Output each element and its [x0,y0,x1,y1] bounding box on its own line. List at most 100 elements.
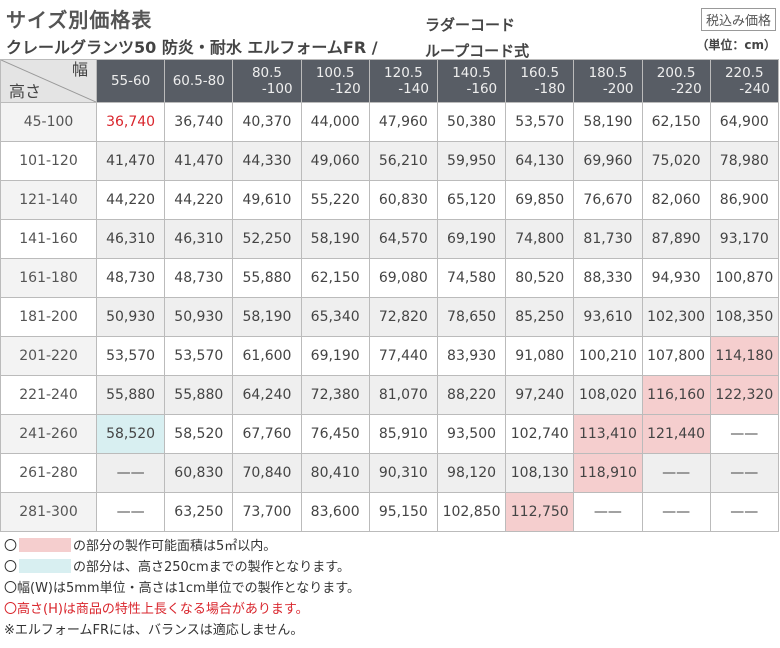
price-cell: 86,900 [709,180,779,220]
price-cell: 83,930 [436,336,507,376]
table-row: 201-220 53,570 53,570 61,600 69,190 77,440 83,… [0,336,779,376]
column-header-line1: 140.5 [452,65,491,81]
price-cell: 83,600 [300,492,370,532]
price-cell: 64,570 [368,219,438,259]
price-cell: 47,960 [368,102,438,142]
price-cell: 95,150 [368,492,438,532]
price-cell: 74,580 [436,258,507,298]
price-cell: 85,910 [368,414,438,454]
price-cell: 49,060 [300,141,370,181]
price-cell: 69,850 [505,180,575,220]
column-header: 120.5 -140 [368,59,438,103]
price-cell: 72,380 [300,375,370,415]
row-height-label: 45-100 [0,102,97,142]
price-cell: 94,930 [641,258,711,298]
price-cell: 44,220 [164,180,234,220]
column-header: 160.5 -180 [505,59,575,103]
price-cell: 53,570 [95,336,166,376]
price-cell: 76,450 [300,414,370,454]
price-cell: 62,150 [300,258,370,298]
cord-type-loop: ループコード式 [425,42,530,60]
table-row: 281-300 —— 63,250 73,700 83,600 95,150 102,850… [0,492,779,532]
price-cell: 100,870 [709,258,779,298]
table-row: 101-120 41,470 41,470 44,330 49,060 56,210 59,… [0,141,779,181]
price-cell: 48,730 [95,258,166,298]
price-cell: 55,880 [164,375,234,415]
pink-swatch [19,538,72,552]
column-header: 180.5 -200 [573,59,643,103]
price-cell: 50,930 [95,297,166,337]
price-cell: 69,190 [300,336,370,376]
price-cell: 113,410 [573,414,643,454]
row-height-label: 261-280 [0,453,97,493]
column-header-line2: -240 [739,81,770,97]
price-cell: 81,070 [368,375,438,415]
price-cell: 88,220 [436,375,507,415]
row-height-label: 181-200 [0,297,97,337]
table-row: 241-260 58,520 58,520 67,760 76,450 85,910 93,… [0,414,779,454]
column-header-line1: 160.5 [520,65,560,81]
note-units: 〇幅(W)は5mm単位・高さは1cm単位での製作となります。 [4,581,360,596]
width-label: 幅 [71,60,88,79]
price-cell: 55,220 [300,180,370,220]
column-header-line1: 120.5 [384,65,423,81]
price-cell: 73,700 [232,492,302,532]
table-row: 221-240 55,880 55,880 64,240 72,380 81,070 88,… [0,375,779,415]
price-cell: 58,190 [573,102,643,142]
tax-included-badge: 税込み価格 [700,8,776,31]
price-cell: 67,760 [232,414,302,454]
row-height-label: 281-300 [0,492,97,532]
note-bullet: 〇 [4,539,18,554]
price-cell: 69,960 [573,141,643,181]
price-cell: 41,470 [95,141,166,181]
price-cell: 107,800 [641,336,711,376]
price-cell: 91,080 [505,336,575,376]
note-balance: ※エルフォームFRには、バランスは適応しません。 [4,623,304,638]
price-cell: 82,060 [641,180,711,220]
cord-type-ladder: ラダーコード [425,16,516,34]
price-cell: 108,350 [709,297,779,337]
price-cell: —— [95,453,166,493]
column-header-line2: -160 [466,81,498,97]
price-cell: 36,740 [95,102,166,142]
note-bullet: 〇 [4,560,18,575]
price-cell: 97,240 [505,375,575,415]
row-height-label: 141-160 [0,219,97,259]
price-cell: 46,310 [95,219,166,259]
note-pink: 〇 の部分の製作可能面積は5㎡以内。 [4,536,360,557]
price-cell: 63,250 [164,492,234,532]
price-cell: 118,910 [573,453,643,493]
note-text: の部分は、高さ250cmまでの製作となります。 [73,560,350,575]
price-cell: 46,310 [164,219,234,259]
price-cell: 90,310 [368,453,438,493]
price-cell: —— [709,453,779,493]
price-cell: 65,340 [300,297,370,337]
price-cell: 40,370 [232,102,302,142]
price-cell: 122,320 [709,375,779,415]
price-cell: 77,440 [368,336,438,376]
table-row: 121-140 44,220 44,220 49,610 55,220 60,830 65,… [0,180,779,220]
price-cell: 100,210 [573,336,643,376]
price-cell: 44,220 [95,180,166,220]
price-cell: 64,130 [505,141,575,181]
table-row: 141-160 46,310 46,310 52,250 58,190 64,570 69,… [0,219,779,259]
price-cell: 50,930 [164,297,234,337]
price-cell: 80,520 [505,258,575,298]
price-cell: 88,330 [573,258,643,298]
table-row: 181-200 50,930 50,930 58,190 65,340 72,820 78,… [0,297,779,337]
column-header-line1: 220.5 [724,65,764,81]
row-height-label: 101-120 [0,141,97,181]
row-height-label: 161-180 [0,258,97,298]
row-height-label: 221-240 [0,375,97,415]
row-height-label: 201-220 [0,336,97,376]
price-cell: 102,300 [641,297,711,337]
price-cell: 93,610 [573,297,643,337]
price-cell: —— [95,492,166,532]
column-header-line1: 180.5 [588,65,628,81]
price-cell: 58,190 [300,219,370,259]
price-cell: 56,210 [368,141,438,181]
price-cell: 87,890 [641,219,711,259]
column-header-line2: -200 [602,81,634,97]
price-cell: 59,950 [436,141,507,181]
price-cell: 69,190 [436,219,507,259]
